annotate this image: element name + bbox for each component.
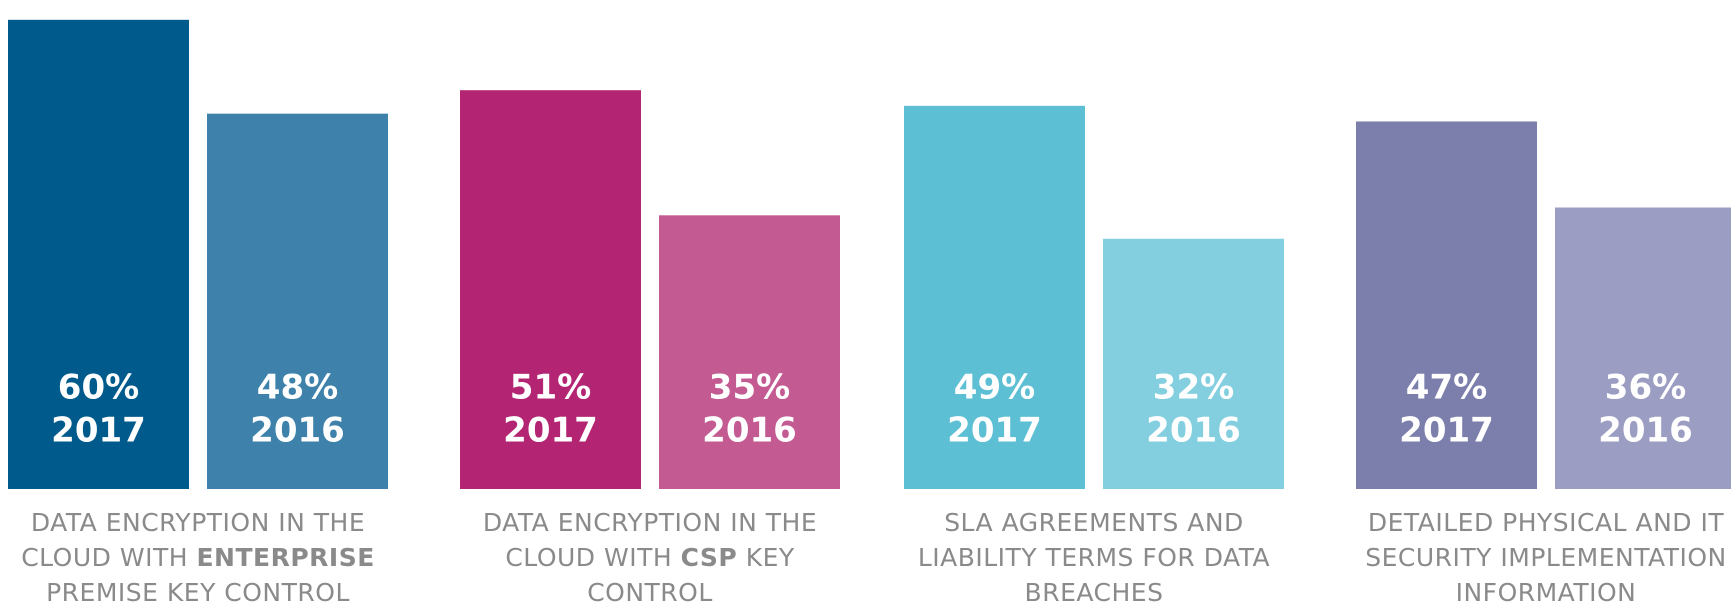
category-text: DETAILED PHYSICAL AND IT SECURITY IMPLEM…	[1365, 508, 1727, 607]
value-label: 49%	[954, 368, 1035, 408]
bar	[1103, 238, 1284, 489]
bar	[8, 19, 189, 489]
bar	[1356, 121, 1537, 490]
category-label: DATA ENCRYPTION IN THE CLOUD WITH ENTERP…	[3, 505, 393, 610]
value-label: 60%	[58, 368, 139, 408]
category-text: DATA ENCRYPTION IN THE CLOUD WITH	[482, 508, 818, 572]
category-text: ENTERPRISE	[196, 543, 375, 572]
bar	[460, 90, 641, 490]
category-text: SLA AGREEMENTS AND LIABILITY TERMS FOR D…	[917, 508, 1271, 607]
year-label: 2017	[947, 411, 1042, 451]
bar	[207, 113, 388, 490]
category-text: PREMISE KEY CONTROL	[46, 578, 350, 607]
year-label: 2016	[702, 411, 797, 451]
bar	[659, 215, 840, 490]
year-label: 2016	[250, 411, 345, 451]
value-label: 32%	[1153, 368, 1234, 408]
year-label: 2017	[503, 411, 598, 451]
value-label: 48%	[257, 368, 338, 408]
year-label: 2016	[1598, 411, 1693, 451]
category-label: DATA ENCRYPTION IN THE CLOUD WITH CSP KE…	[455, 505, 845, 610]
category-label: DETAILED PHYSICAL AND IT SECURITY IMPLEM…	[1351, 505, 1731, 610]
year-label: 2017	[51, 411, 146, 451]
year-label: 2016	[1146, 411, 1241, 451]
category-text: DATA ENCRYPTION IN THE CLOUD WITH	[21, 508, 366, 572]
value-label: 36%	[1605, 368, 1686, 408]
category-text: CSP	[680, 543, 738, 572]
category-text: KEY CONTROL	[587, 543, 795, 607]
value-label: 35%	[709, 368, 790, 408]
bar	[904, 105, 1085, 490]
category-label: SLA AGREEMENTS AND LIABILITY TERMS FOR D…	[899, 505, 1289, 610]
bar	[1555, 207, 1731, 489]
year-label: 2017	[1399, 411, 1494, 451]
value-label: 51%	[510, 368, 591, 408]
value-label: 47%	[1406, 368, 1487, 408]
